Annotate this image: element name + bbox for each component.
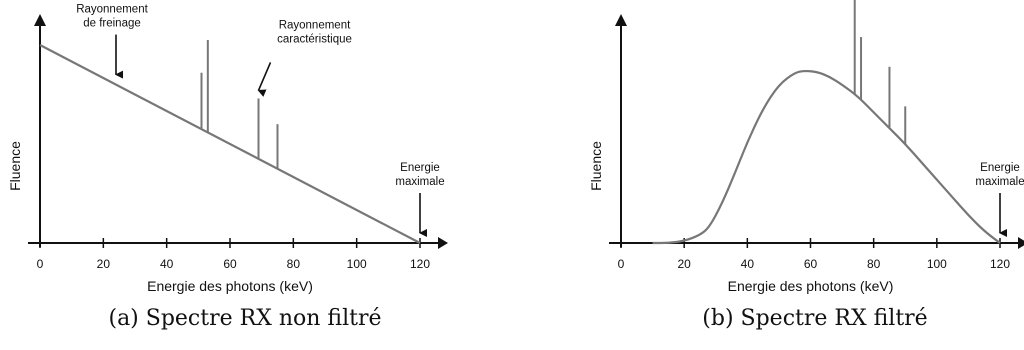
x-tick-label: 120: [410, 257, 430, 271]
panel-caption: (b) Spectre RX filtré: [702, 306, 927, 331]
annotation-text: maximale: [395, 176, 444, 188]
x-tick-label: 100: [927, 257, 947, 271]
panel-a-unfiltered-spectrum: 0 20 40 60 80 100 120 Energie des photons (keV)…: [7, 4, 448, 331]
x-tick-label: 20: [97, 257, 111, 271]
y-axis-label: Fluence: [588, 141, 604, 191]
x-axis-arrow: [1018, 237, 1024, 249]
x-tick-label: 0: [618, 257, 625, 271]
continuum-line: [652, 69, 1001, 245]
annotation-arrow: [257, 62, 272, 97]
x-axis-arrow: [438, 237, 448, 249]
annotation-text: Energie: [980, 162, 1020, 174]
continuum-line: [39, 44, 421, 244]
x-tick-label: 120: [990, 257, 1010, 271]
annotation-text: Rayonnement: [76, 4, 148, 16]
x-axis-label: Energie des photons (keV): [728, 278, 894, 294]
panel-b-filtered-spectrum: 0 20 40 60 80 100 120 Energie des photons (keV)…: [588, 0, 1024, 331]
y-axis-label: Fluence: [7, 141, 23, 191]
x-axis-label: Energie des photons (keV): [147, 278, 313, 294]
x-tick-label: 60: [804, 257, 818, 271]
y-axis-arrow: [615, 14, 627, 26]
x-tick-label: 40: [741, 257, 755, 271]
x-tick-label: 80: [287, 257, 301, 271]
x-tick-label: 60: [223, 257, 237, 271]
annotation-text: Energie: [400, 162, 440, 174]
annotation-text: Rayonnement: [279, 19, 351, 31]
x-tick-label: 20: [677, 257, 691, 271]
panel-caption: (a) Spectre RX non filtré: [108, 306, 381, 331]
x-tick-label: 80: [867, 257, 881, 271]
annotation-text: caractéristique: [277, 33, 352, 45]
annotation-text: maximale: [975, 176, 1024, 188]
x-tick-label: 0: [37, 257, 44, 271]
x-tick-label: 100: [347, 257, 367, 271]
annotation-text: de freinage: [83, 18, 141, 30]
x-tick-label: 40: [160, 257, 174, 271]
y-axis-arrow: [34, 14, 46, 26]
